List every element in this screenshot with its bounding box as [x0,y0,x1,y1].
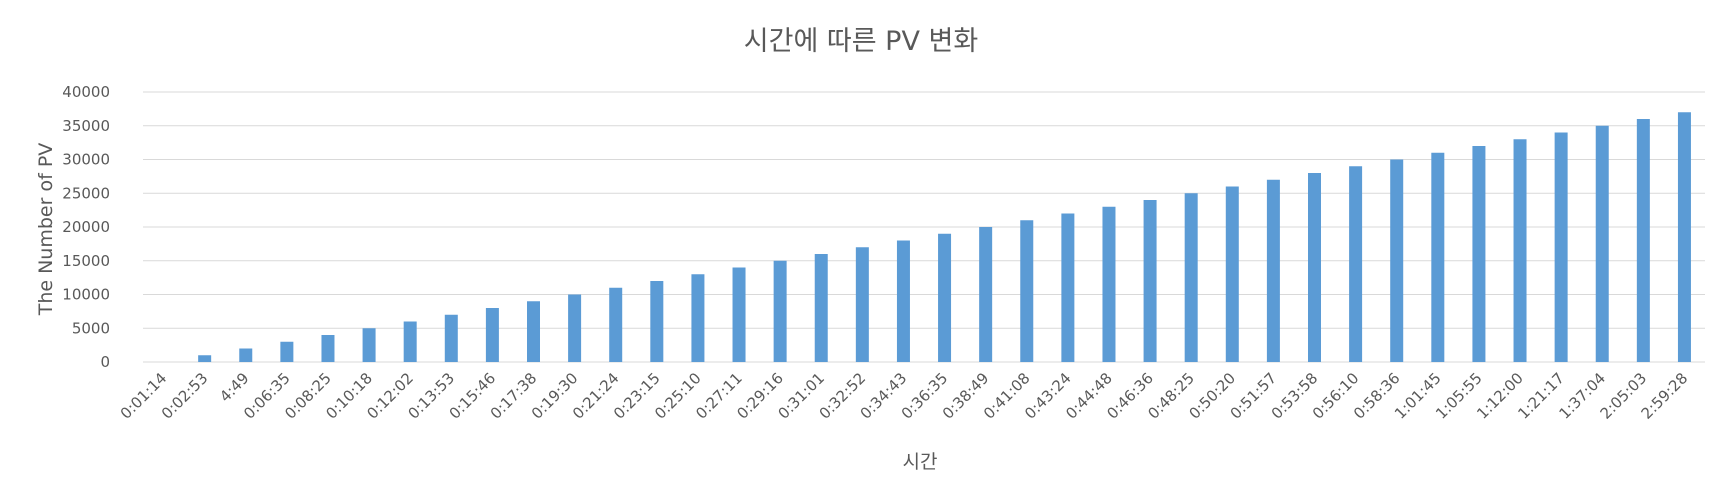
y-tick-label: 15000 [62,252,110,270]
bar [1554,132,1568,362]
bar [527,301,540,362]
y-tick-label: 10000 [62,286,110,304]
bar [362,328,376,362]
bar [568,294,582,362]
y-tick-label: 35000 [62,117,110,135]
y-tick-label: 0 [100,353,110,371]
bar [938,233,952,362]
bar [732,267,746,362]
y-tick-label: 25000 [62,184,110,202]
bar [1061,213,1075,362]
bar [609,287,623,362]
bar [1225,186,1239,362]
y-axis-label: The Number of PV [35,143,57,317]
bar [444,314,458,362]
bar [1431,152,1445,362]
bar [1143,200,1157,362]
bar [403,321,417,362]
bar [1349,166,1363,362]
bar [896,240,910,362]
x-tick-label: 0:02:53 [158,369,212,423]
y-tick-label: 5000 [72,319,110,337]
gridlines [143,91,1705,363]
bar [280,341,294,362]
bar [1266,179,1280,362]
bar [773,260,787,362]
bar [814,254,828,362]
chart-title: 시간에 따른 PV 변화 [744,26,978,57]
bar [321,335,335,362]
bar [1636,119,1650,362]
bar [1020,220,1034,362]
x-tick-label: 2:59:28 [1638,369,1692,423]
bar [979,227,993,362]
bars [198,112,1691,362]
bar [1595,125,1609,362]
bar [1184,193,1198,362]
x-tick-label: 4:49 [216,369,253,406]
y-tick-label: 30000 [62,151,110,169]
bar [198,355,212,362]
bar [1390,159,1404,362]
bar [650,281,664,362]
y-axis-ticks: 0 5000 10000 15000 20000 25000 30000 35000 40000 [62,83,110,371]
bar [1513,139,1527,362]
x-axis-ticks: 0:01:140:02:53 4:490:06:350:08:250:10:180… [117,369,1692,423]
bar [855,247,869,362]
bar [691,274,705,362]
y-tick-label: 40000 [62,83,110,101]
y-tick-label: 20000 [62,218,110,236]
bar [1308,173,1321,362]
bar [1472,146,1486,362]
x-axis-label: 시간 [903,451,938,473]
bar [485,308,499,362]
bar [239,348,253,362]
bar [1102,206,1116,362]
bar [1677,112,1691,362]
